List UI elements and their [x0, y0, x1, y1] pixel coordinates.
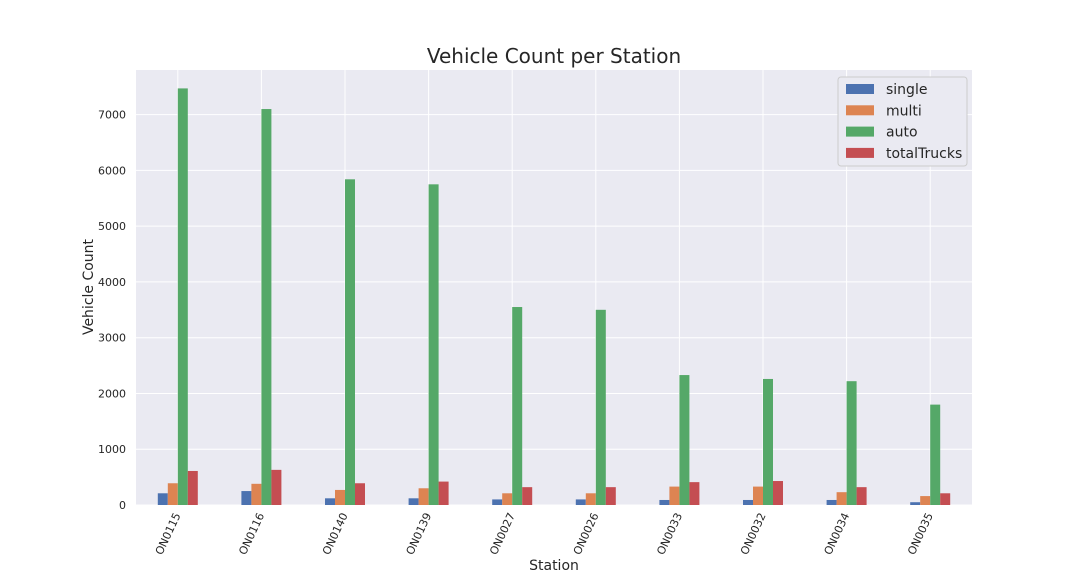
bar-totaltrucks-on0035: [940, 493, 951, 505]
y-tick-label: 2000: [98, 387, 126, 400]
bar-multi-on0032: [753, 486, 763, 505]
bar-multi-on0026: [585, 493, 596, 505]
bar-multi-on0116: [251, 483, 262, 505]
bar-auto-on0140: [345, 179, 355, 506]
bar-auto-on0033: [679, 375, 690, 505]
bar-multi-on0033: [669, 486, 680, 505]
legend-label-single: single: [886, 82, 927, 98]
y-tick-label: 5000: [98, 220, 126, 233]
bar-totaltrucks-on0027: [522, 487, 533, 505]
legend-label-totaltrucks: totalTrucks: [886, 146, 962, 162]
bar-totaltrucks-on0032: [773, 481, 783, 505]
x-tick-label: ON0032: [738, 511, 769, 557]
bar-auto-on0026: [595, 309, 606, 505]
bar-auto-on0035: [930, 404, 941, 505]
bar-single-on0033: [659, 499, 670, 505]
bar-totaltrucks-on0115: [187, 470, 198, 505]
bar-auto-on0139: [428, 184, 439, 506]
y-tick-label: 7000: [98, 109, 126, 122]
y-axis-label: Vehicle Count: [81, 238, 97, 335]
y-tick-label: 6000: [98, 164, 126, 177]
plot-area: [136, 70, 972, 505]
x-tick-label: ON0027: [487, 511, 518, 557]
y-tick-label: 1000: [98, 443, 126, 456]
bar-multi-on0034: [836, 492, 847, 505]
bar-totaltrucks-on0116: [271, 469, 282, 505]
x-tick-labels: ON0115 ON0116 ON0140 ON0139 ON0027 ON0026 ON00…: [153, 511, 936, 557]
x-tick-label: ON0139: [404, 511, 435, 557]
legend-label-multi: multi: [886, 103, 922, 119]
x-tick-label: ON0140: [320, 511, 351, 557]
x-tick-label: ON0026: [571, 511, 602, 557]
bar-auto-on0115: [177, 88, 188, 506]
x-tick-label: ON0033: [654, 511, 685, 557]
x-tick-label: ON0035: [905, 511, 936, 557]
legend-swatch-single: [846, 84, 874, 94]
bar-single-on0034: [826, 499, 837, 505]
bar-auto-on0034: [846, 381, 857, 505]
y-tick-label: 4000: [98, 276, 126, 289]
bar-totaltrucks-on0033: [689, 482, 700, 505]
legend-swatch-multi: [846, 105, 874, 116]
x-tick-label: ON0034: [822, 511, 853, 557]
bar-multi-on0027: [502, 493, 513, 505]
bar-multi-on0115: [167, 483, 178, 505]
bar-totaltrucks-on0140: [355, 483, 365, 505]
bar-auto-on0116: [261, 109, 272, 506]
legend-swatch-totaltrucks: [846, 147, 874, 158]
bar-multi-on0139: [418, 488, 429, 505]
chart-title: Vehicle Count per Station: [427, 44, 681, 68]
bar-totaltrucks-on0139: [438, 481, 449, 505]
legend: single multi auto totalTrucks: [837, 76, 968, 167]
bar-auto-on0032: [763, 378, 773, 505]
bar-multi-on0035: [920, 496, 931, 505]
legend-label-auto: auto: [886, 125, 918, 141]
bar-single-on0140: [325, 498, 335, 505]
bar-single-on0139: [408, 498, 419, 505]
x-tick-label: ON0116: [236, 511, 267, 557]
y-tick-label: 3000: [98, 332, 126, 345]
bar-single-on0026: [575, 499, 586, 505]
legend-frame: [837, 76, 968, 167]
bar-single-on0116: [241, 491, 252, 505]
y-tick-label: 0: [119, 499, 126, 512]
bar-totaltrucks-on0026: [605, 487, 616, 505]
bar-single-on0032: [743, 499, 753, 505]
bar-single-on0035: [910, 502, 921, 505]
bar-auto-on0027: [512, 307, 523, 505]
bar-multi-on0140: [335, 489, 345, 505]
bar-single-on0027: [492, 499, 503, 505]
x-axis-label: Station: [529, 558, 579, 574]
x-tick-label: ON0115: [153, 511, 184, 557]
y-tick-labels: 0 1000 2000 3000 4000 5000 6000 7000: [98, 109, 126, 512]
bar-totaltrucks-on0034: [856, 487, 867, 505]
legend-swatch-auto: [846, 126, 874, 137]
bars: [157, 88, 951, 506]
bar-single-on0115: [157, 493, 168, 505]
